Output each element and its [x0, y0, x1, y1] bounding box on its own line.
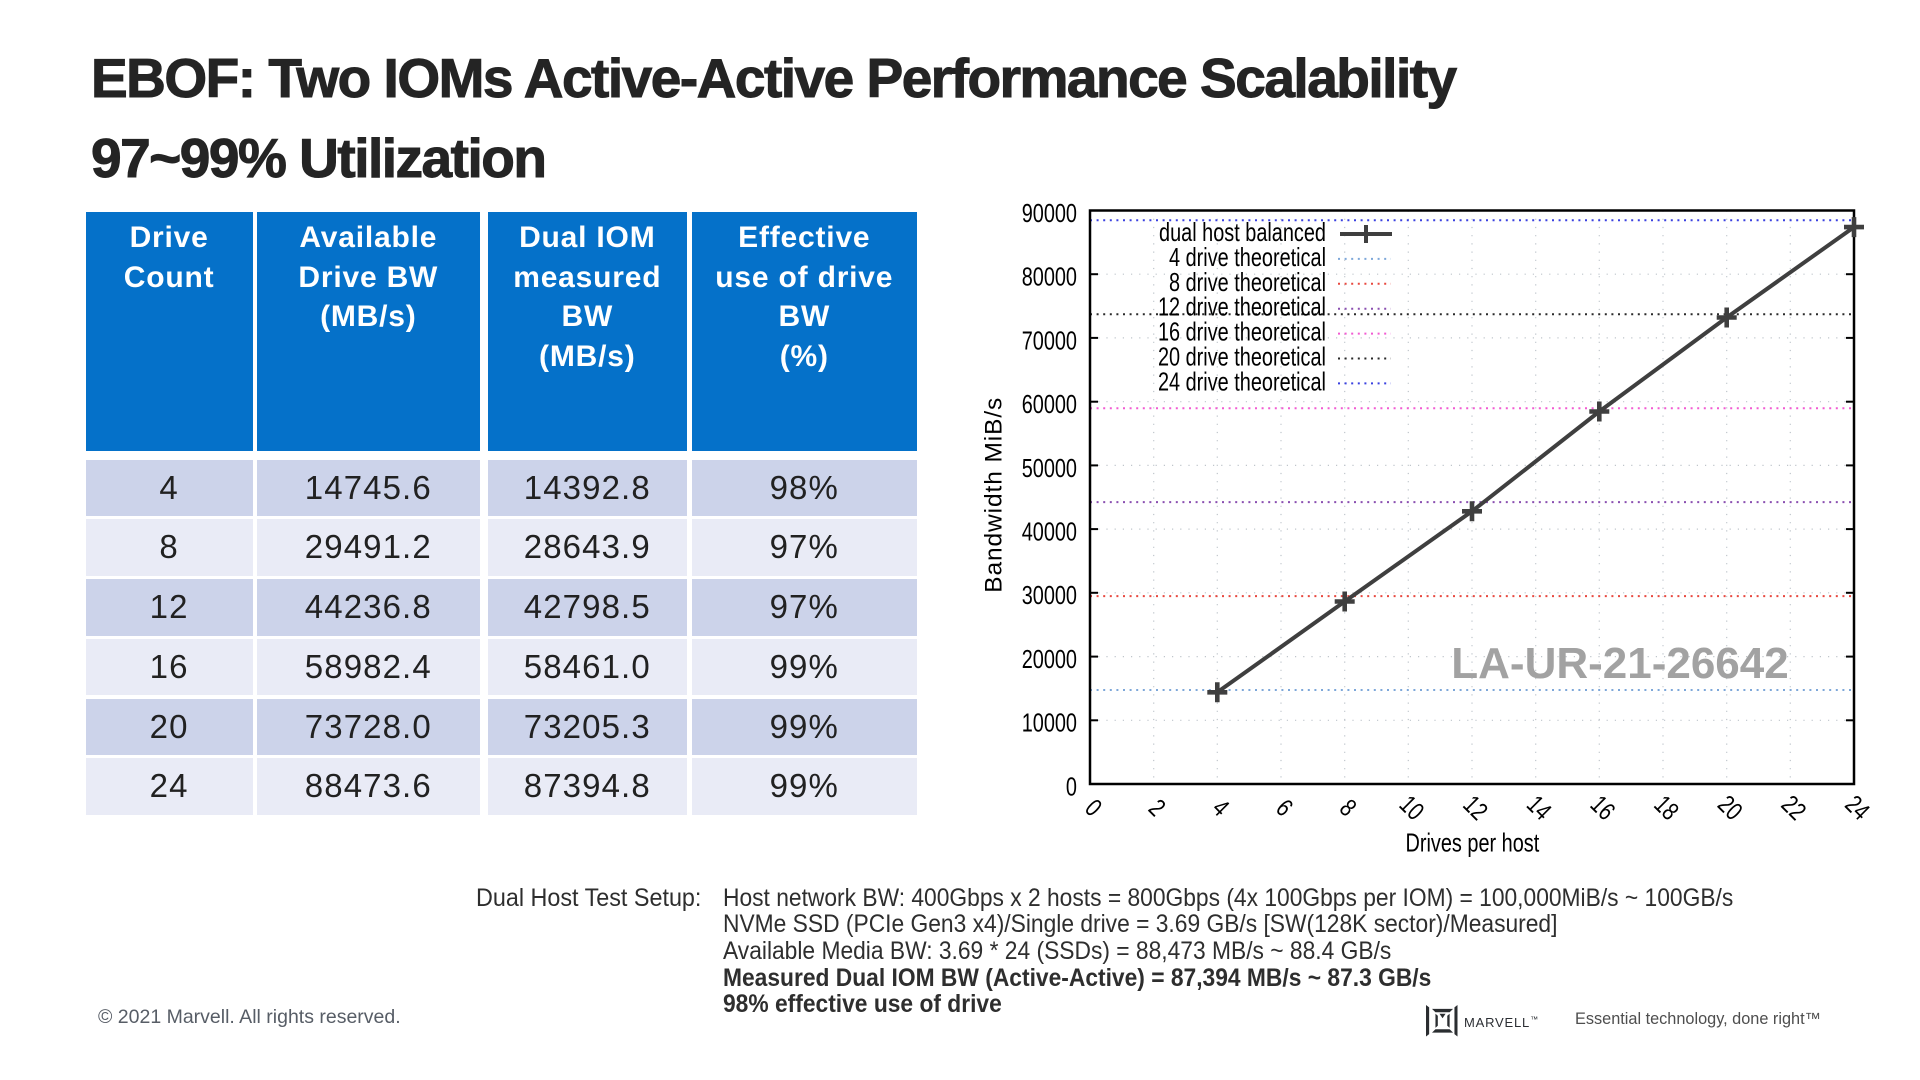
svg-text:20: 20: [1712, 789, 1748, 825]
svg-text:2: 2: [1143, 793, 1171, 821]
svg-text:0: 0: [1080, 793, 1108, 821]
svg-text:50000: 50000: [1022, 453, 1077, 482]
svg-text:4 drive theoretical: 4 drive theoretical: [1169, 242, 1326, 271]
svg-text:14: 14: [1521, 789, 1557, 825]
svg-text:12: 12: [1458, 789, 1494, 825]
svg-text:0: 0: [1066, 772, 1077, 801]
svg-text:30000: 30000: [1022, 581, 1077, 610]
svg-text:40000: 40000: [1022, 517, 1077, 546]
svg-text:10000: 10000: [1022, 708, 1077, 737]
svg-text:16 drive theoretical: 16 drive theoretical: [1158, 317, 1326, 346]
svg-text:Bandwidth MiB/s: Bandwidth MiB/s: [981, 397, 1008, 593]
svg-text:24 drive theoretical: 24 drive theoretical: [1158, 367, 1326, 396]
svg-text:Drives per host: Drives per host: [1406, 828, 1540, 857]
svg-text:22: 22: [1776, 789, 1812, 825]
svg-text:16: 16: [1585, 789, 1621, 825]
svg-text:10: 10: [1394, 789, 1430, 825]
svg-text:60000: 60000: [1022, 390, 1077, 419]
svg-text:90000: 90000: [1022, 198, 1077, 227]
svg-text:80000: 80000: [1022, 262, 1077, 291]
svg-text:dual host balanced: dual host balanced: [1159, 218, 1326, 247]
svg-text:24: 24: [1840, 789, 1876, 825]
svg-text:8: 8: [1334, 793, 1362, 821]
svg-text:12 drive theoretical: 12 drive theoretical: [1158, 292, 1326, 321]
svg-text:18: 18: [1649, 789, 1685, 825]
svg-text:20 drive theoretical: 20 drive theoretical: [1158, 342, 1326, 371]
svg-text:6: 6: [1271, 793, 1299, 821]
svg-text:70000: 70000: [1022, 326, 1077, 355]
svg-text:LA-UR-21-26642: LA-UR-21-26642: [1451, 639, 1788, 688]
svg-text:4: 4: [1207, 793, 1235, 821]
svg-text:8 drive theoretical: 8 drive theoretical: [1169, 267, 1326, 296]
svg-text:20000: 20000: [1022, 645, 1077, 674]
